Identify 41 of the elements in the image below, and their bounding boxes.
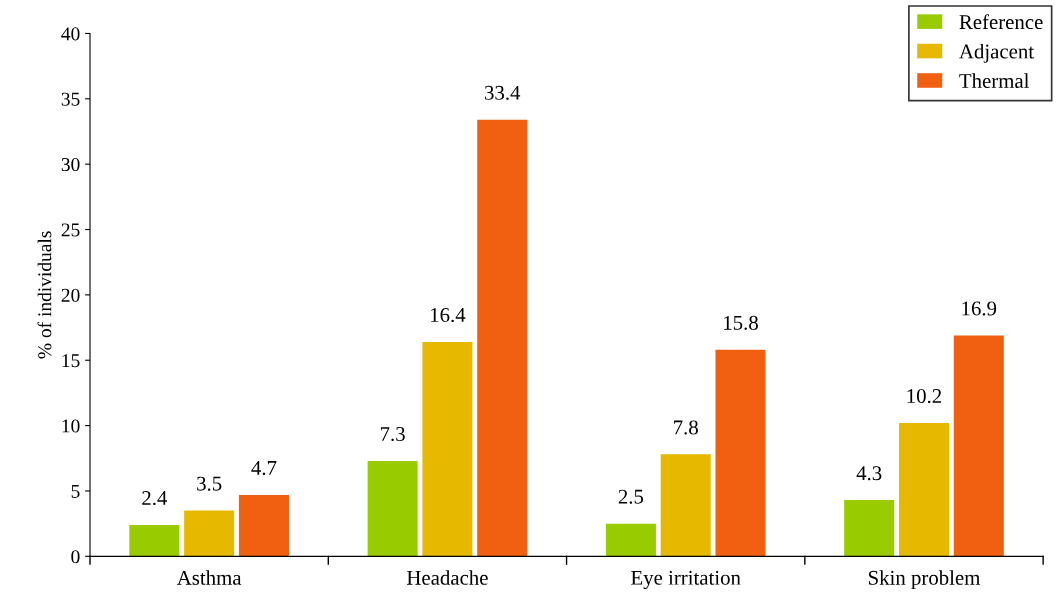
bar <box>605 523 656 557</box>
y-tick-label: 0 <box>71 550 80 564</box>
y-tick-label: 35 <box>61 92 80 106</box>
bar <box>238 494 289 557</box>
x-tick-label: Eye irritation <box>631 570 741 590</box>
bar <box>422 341 473 557</box>
bar <box>477 119 528 557</box>
data-label: 16.9 <box>962 301 997 316</box>
x-tick-label: Asthma <box>176 570 242 585</box>
data-label: 4.3 <box>856 466 882 481</box>
data-label: 16.4 <box>431 308 466 323</box>
data-label: 10.2 <box>907 389 942 404</box>
data-label: 7.8 <box>674 420 698 435</box>
bar <box>660 454 711 557</box>
legend-label: Reference <box>959 14 1043 30</box>
x-tick-label: Headache <box>406 570 488 585</box>
legend-label: Thermal <box>959 73 1030 88</box>
data-label: 15.8 <box>724 315 758 330</box>
bar <box>129 524 180 557</box>
y-tick-label: 15 <box>62 354 80 368</box>
x-tick-label: Skin problem <box>868 570 981 590</box>
data-label: 2.4 <box>142 491 168 506</box>
bar <box>184 510 235 557</box>
y-tick-label: 40 <box>61 27 80 41</box>
bar <box>844 500 895 557</box>
data-label: 7.3 <box>380 426 405 442</box>
data-label: 33.4 <box>485 85 521 100</box>
bar <box>898 422 949 557</box>
legend-label: Adjacent <box>959 43 1034 63</box>
y-tick-label: 5 <box>71 484 80 498</box>
y-axis-title: % of individuals <box>37 231 52 359</box>
data-label: 3.5 <box>197 476 222 491</box>
data-label: 2.5 <box>618 489 644 504</box>
y-tick-label: 25 <box>61 223 80 237</box>
y-tick-label: 10 <box>62 419 80 433</box>
bar <box>367 460 418 557</box>
y-tick-label: 30 <box>61 157 80 172</box>
bar <box>953 335 1004 557</box>
data-label: 4.7 <box>251 461 277 476</box>
y-tick-label: 20 <box>61 288 80 302</box>
bar <box>715 349 766 557</box>
